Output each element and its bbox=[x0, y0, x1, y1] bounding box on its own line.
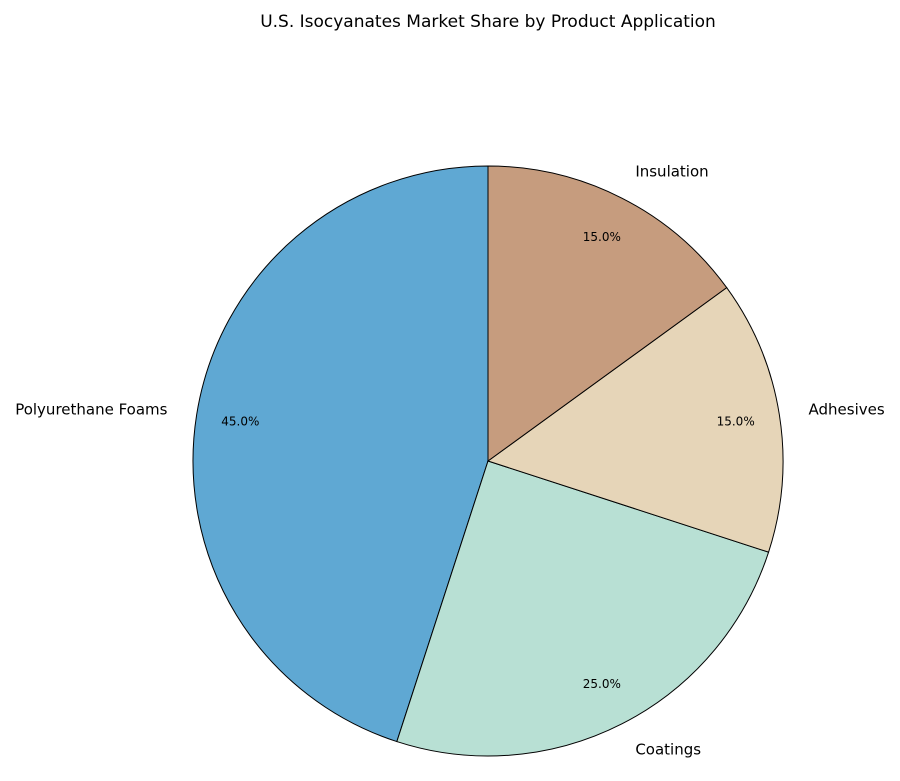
slice-label: Insulation bbox=[635, 162, 708, 180]
slice-label: Adhesives bbox=[809, 401, 885, 419]
pie-slice bbox=[192, 165, 489, 743]
chart-title: U.S. Isocyanates Market Share by Product… bbox=[260, 12, 716, 32]
slice-label: Coatings bbox=[635, 741, 701, 759]
value-label: 15.0% bbox=[583, 230, 621, 244]
value-label: 45.0% bbox=[221, 414, 259, 428]
slice-label: Polyurethane Foams bbox=[15, 401, 167, 419]
pie-slice bbox=[486, 286, 784, 553]
value-label: 25.0% bbox=[583, 677, 621, 691]
value-label: 15.0% bbox=[717, 414, 755, 428]
pie-slice bbox=[396, 460, 770, 757]
pie-slice bbox=[487, 165, 728, 462]
